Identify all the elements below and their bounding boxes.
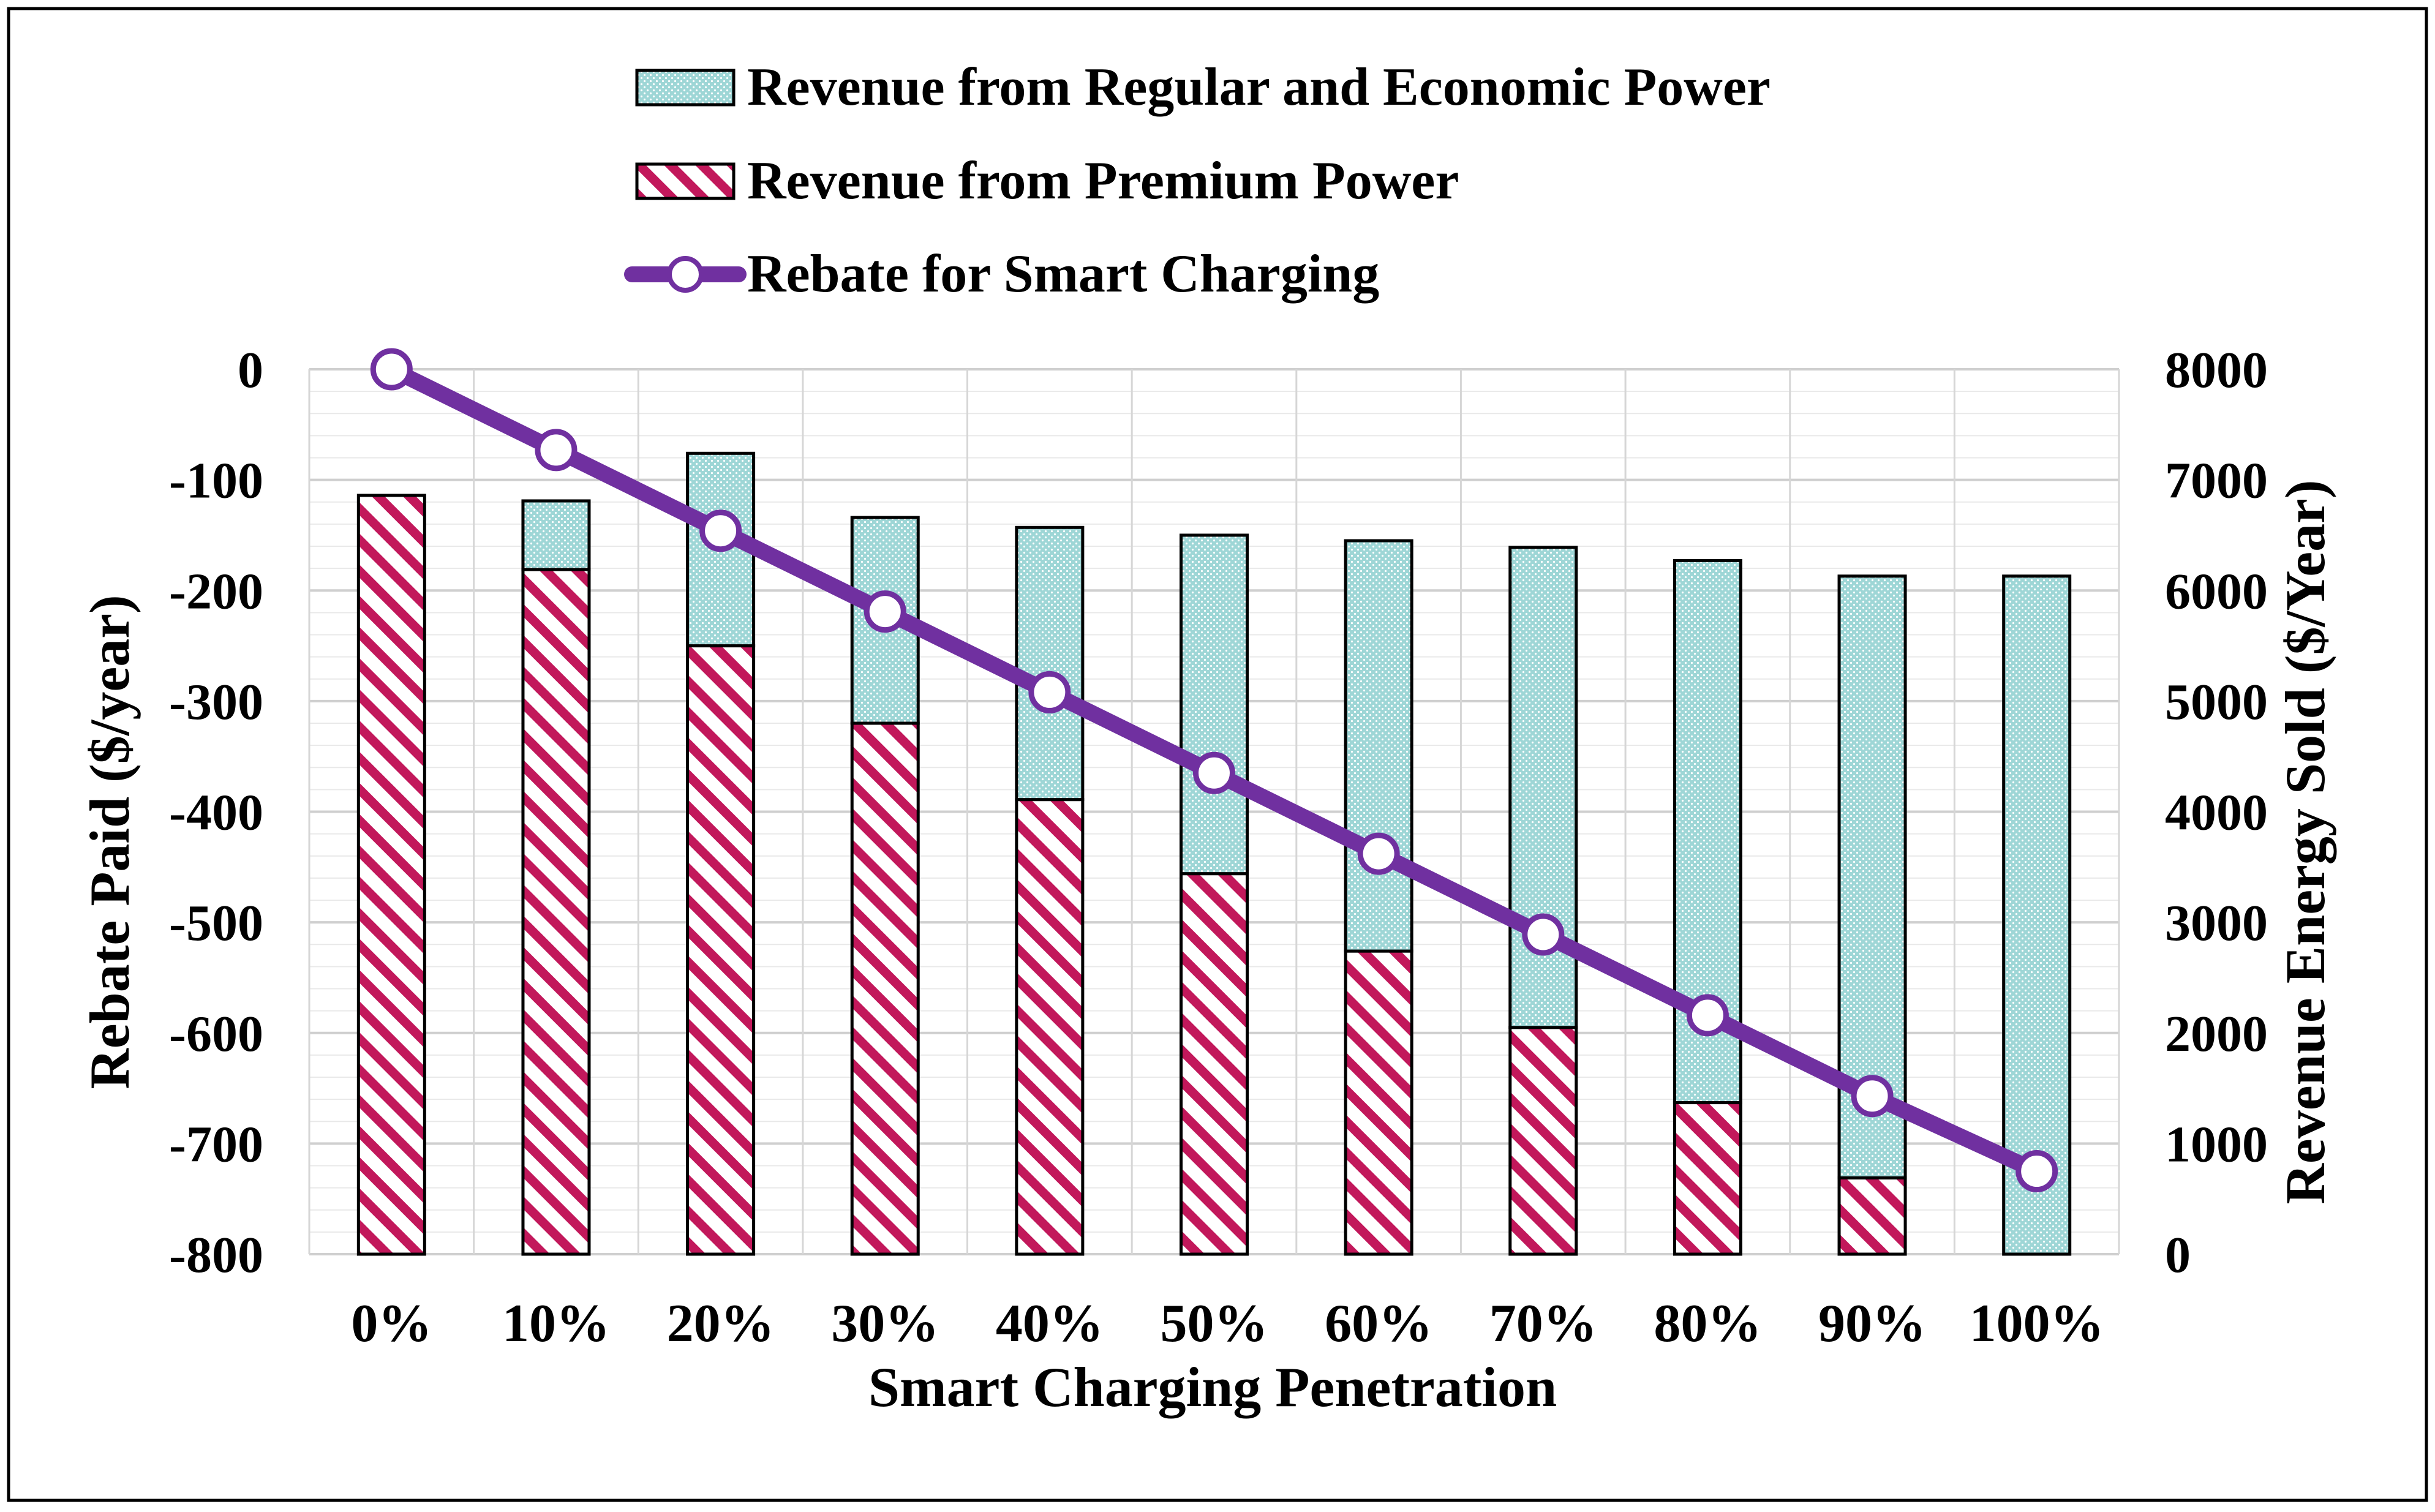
right-tick-label: 2000 (2165, 1006, 2268, 1063)
bar-segment (1508, 1026, 1578, 1256)
x-tick-label: 70% (1489, 1294, 1597, 1353)
left-axis-ticks: 0 -100 -200 -300 -400 -500 -600 -700 -800 (169, 342, 263, 1284)
left-tick-label: -100 (169, 453, 263, 510)
rebate-point (699, 510, 742, 552)
x-tick-label: 90% (1818, 1294, 1926, 1353)
x-axis-ticks: 0% 10% 20% 30% 40% 50% 60% 70% 80% 90% 100% (351, 1294, 2104, 1353)
x-tick-label: 0% (351, 1294, 432, 1353)
bar-segment (1015, 525, 1085, 802)
left-tick-label: -800 (169, 1227, 263, 1284)
rebate-point (1357, 832, 1400, 875)
left-tick-label: -200 (169, 563, 263, 620)
left-tick-label: 0 (238, 342, 263, 399)
x-tick-label: 20% (667, 1294, 775, 1353)
right-tick-label: 5000 (2165, 674, 2268, 731)
right-tick-label: 7000 (2165, 453, 2268, 510)
x-tick-label: 80% (1654, 1294, 1761, 1353)
legend-swatch (635, 69, 736, 107)
left-axis-title: Rebate Paid ($/year) (78, 595, 141, 1089)
x-tick-label: 50% (1161, 1294, 1268, 1353)
bars-group (356, 451, 2072, 1256)
left-tick-label: -500 (169, 895, 263, 952)
rebate-point (1522, 913, 1565, 956)
bar-segment (1180, 872, 1249, 1256)
legend-label: Revenue from Premium Power (747, 151, 1459, 211)
legend-label: Rebate for Smart Charging (747, 244, 1379, 304)
right-tick-label: 8000 (2165, 342, 2268, 399)
rebate-point (1193, 751, 1235, 794)
right-tick-label: 1000 (2165, 1116, 2268, 1173)
rebate-point (1028, 671, 1071, 713)
bar-segment (1015, 798, 1085, 1256)
bar-segment (521, 568, 591, 1256)
rebate-point (1851, 1075, 1894, 1118)
legend: Revenue from Regular and Economic Power R… (624, 58, 1771, 304)
left-tick-label: -600 (169, 1006, 263, 1063)
right-axis-title: Revenue Energy Sold ($/Year) (2274, 480, 2336, 1204)
rebate-point (1686, 994, 1729, 1037)
right-tick-label: 4000 (2165, 784, 2268, 841)
x-tick-label: 40% (996, 1294, 1104, 1353)
x-tick-label: 60% (1325, 1294, 1432, 1353)
bar-segment (1673, 1101, 1742, 1256)
bar-segment (1837, 1176, 1907, 1256)
rebate-point (370, 348, 413, 391)
legend-item: Revenue from Premium Power (635, 151, 1459, 211)
rebate-line-group (370, 348, 2058, 1193)
left-tick-label: -700 (169, 1116, 263, 1173)
x-tick-label: 100% (1970, 1294, 2104, 1353)
legend-marker (667, 256, 704, 293)
bar-segment (521, 499, 591, 571)
bar-segment (2002, 574, 2072, 1256)
rebate-point (864, 590, 906, 633)
right-tick-label: 3000 (2165, 895, 2268, 952)
bar-segment (1344, 949, 1413, 1256)
rebate-point (535, 429, 578, 472)
bar-segment (850, 721, 920, 1256)
bar-segment (686, 644, 756, 1256)
bar-segment (356, 494, 426, 1256)
x-axis-title: Smart Charging Penetration (868, 1356, 1557, 1418)
right-axis-ticks: 8000 7000 6000 5000 4000 3000 2000 1000 0 (2165, 342, 2268, 1284)
legend-label: Revenue from Regular and Economic Power (747, 58, 1771, 117)
x-tick-label: 10% (502, 1294, 610, 1353)
legend-swatch (635, 162, 736, 200)
bar-segment (1180, 533, 1249, 876)
left-tick-label: -300 (169, 674, 263, 731)
legend-item: Revenue from Regular and Economic Power (635, 58, 1771, 117)
bar-segment (1344, 539, 1413, 953)
left-tick-label: -400 (169, 784, 263, 841)
x-tick-label: 30% (831, 1294, 939, 1353)
legend-item: Rebate for Smart Charging (624, 244, 1379, 304)
right-tick-label: 6000 (2165, 563, 2268, 620)
right-tick-label: 0 (2165, 1227, 2191, 1284)
rebate-point (2015, 1150, 2058, 1193)
